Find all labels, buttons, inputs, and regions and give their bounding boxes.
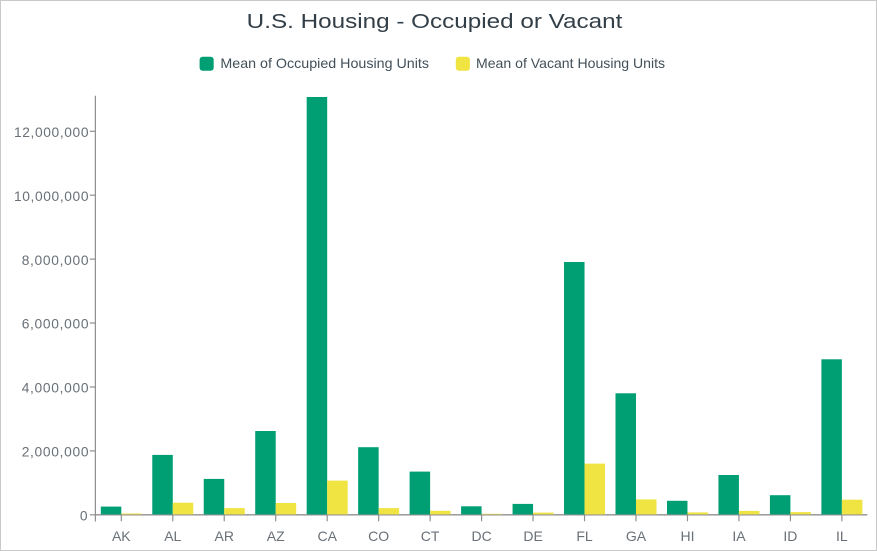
svg-text:AL: AL	[164, 528, 181, 544]
svg-text:U.S. Housing - Occupied or Vac: U.S. Housing - Occupied or Vacant	[247, 10, 623, 33]
svg-text:DE: DE	[523, 528, 542, 544]
svg-text:CT: CT	[421, 528, 440, 544]
svg-text:AK: AK	[112, 528, 131, 544]
svg-text:12,000,000: 12,000,000	[14, 125, 89, 140]
svg-text:GA: GA	[626, 528, 647, 544]
svg-text:CO: CO	[368, 528, 389, 544]
svg-text:0: 0	[80, 509, 88, 524]
svg-text:2,000,000: 2,000,000	[22, 445, 89, 460]
svg-text:IA: IA	[732, 528, 746, 544]
svg-text:8,000,000: 8,000,000	[22, 253, 89, 268]
svg-text:HI: HI	[680, 528, 694, 544]
svg-text:Mean of Occupied Housing Units: Mean of Occupied Housing Units	[220, 55, 429, 71]
svg-text:4,000,000: 4,000,000	[22, 381, 89, 396]
svg-text:AZ: AZ	[267, 528, 285, 544]
svg-text:ID: ID	[783, 528, 797, 544]
svg-text:10,000,000: 10,000,000	[14, 189, 89, 204]
svg-text:6,000,000: 6,000,000	[22, 317, 89, 332]
svg-text:CA: CA	[317, 528, 337, 544]
svg-text:DC: DC	[471, 528, 491, 544]
svg-text:FL: FL	[576, 528, 593, 544]
svg-text:Mean of Vacant Housing Units: Mean of Vacant Housing Units	[476, 55, 665, 71]
svg-text:IL: IL	[836, 528, 848, 544]
svg-text:AR: AR	[215, 528, 234, 544]
